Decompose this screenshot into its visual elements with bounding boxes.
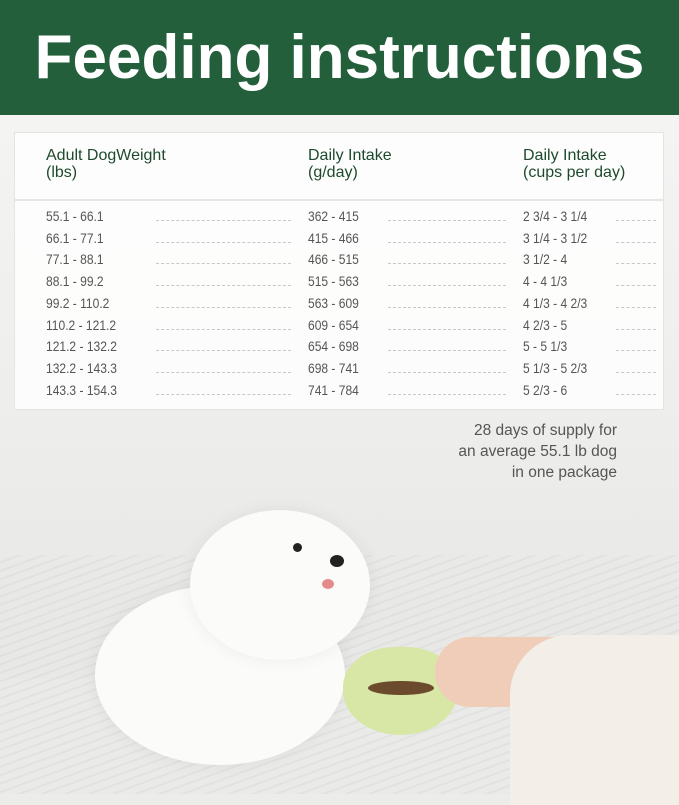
header-divider <box>15 199 663 201</box>
dog-nose <box>330 555 344 567</box>
dotted-leader <box>388 220 506 221</box>
supply-caption: 28 days of supply for an average 55.1 lb … <box>458 422 617 481</box>
table-row: 110.2 - 121.2 609 - 654 4 2/3 - 5 <box>15 317 663 339</box>
dotted-leader <box>156 263 291 265</box>
weight-cell: 99.2 - 110.2 <box>46 294 110 311</box>
dotted-leader <box>156 306 291 308</box>
dog-head <box>190 510 370 660</box>
grams-cell: 698 - 741 <box>308 359 359 376</box>
dotted-leader <box>156 350 291 352</box>
grams-cell: 466 - 515 <box>308 251 359 268</box>
dotted-leader <box>616 393 656 395</box>
grams-cell: 741 - 784 <box>308 381 359 398</box>
cups-cell: 4 2/3 - 5 <box>523 316 568 333</box>
dog-eye <box>293 543 302 552</box>
header-cups: Daily Intake (cups per day) <box>523 147 626 181</box>
feeding-table: Adult DogWeight (lbs) Daily Intake (g/day)… <box>14 132 664 410</box>
dotted-leader <box>616 371 656 373</box>
weight-cell: 77.1 - 88.1 <box>46 251 104 268</box>
dotted-leader <box>388 328 506 330</box>
weight-cell: 55.1 - 66.1 <box>46 208 104 224</box>
title-banner: Feeding instructions <box>0 0 679 115</box>
dotted-leader <box>616 220 656 221</box>
dotted-leader <box>388 306 506 308</box>
sleeve <box>510 635 679 805</box>
table-row: 143.3 - 154.3 741 - 784 5 2/3 - 6 <box>15 382 663 404</box>
cups-cell: 4 - 4 1/3 <box>523 273 568 290</box>
weight-cell: 121.2 - 132.2 <box>46 338 117 355</box>
cups-cell: 2 3/4 - 3 1/4 <box>523 208 588 224</box>
grams-cell: 515 - 563 <box>308 273 359 290</box>
grams-cell: 362 - 415 <box>308 208 359 224</box>
dotted-leader <box>156 328 291 330</box>
dotted-leader <box>388 350 506 352</box>
dotted-leader <box>616 328 656 330</box>
weight-cell: 143.3 - 154.3 <box>46 381 117 398</box>
dotted-leader <box>156 371 291 373</box>
dotted-leader <box>616 241 656 243</box>
dog-tongue <box>322 579 334 589</box>
dotted-leader <box>156 393 291 395</box>
weight-cell: 132.2 - 143.3 <box>46 359 117 376</box>
dotted-leader <box>388 241 506 243</box>
cups-cell: 5 2/3 - 6 <box>523 381 568 398</box>
dotted-leader <box>388 263 506 265</box>
table-row: 66.1 - 77.1 415 - 466 3 1/4 - 3 1/2 <box>15 230 663 252</box>
dotted-leader <box>156 220 291 221</box>
grams-cell: 415 - 466 <box>308 229 359 246</box>
table-row: 77.1 - 88.1 466 - 515 3 1/2 - 4 <box>15 251 663 273</box>
grams-cell: 563 - 609 <box>308 294 359 311</box>
dotted-leader <box>616 306 656 308</box>
table-row: 55.1 - 66.1 362 - 415 2 3/4 - 3 1/4 <box>15 208 663 230</box>
table-row: 121.2 - 132.2 654 - 698 5 - 5 1/3 <box>15 338 663 360</box>
dotted-leader <box>388 393 506 395</box>
dotted-leader <box>388 371 506 373</box>
cups-cell: 3 1/4 - 3 1/2 <box>523 229 588 246</box>
cups-cell: 3 1/2 - 4 <box>523 251 568 268</box>
dotted-leader <box>616 285 656 287</box>
cups-cell: 4 1/3 - 4 2/3 <box>523 294 588 311</box>
kibble <box>368 681 434 695</box>
cups-cell: 5 1/3 - 5 2/3 <box>523 359 588 376</box>
table-row: 99.2 - 110.2 563 - 609 4 1/3 - 4 2/3 <box>15 295 663 317</box>
dotted-leader <box>616 263 656 265</box>
cups-cell: 5 - 5 1/3 <box>523 338 568 355</box>
weight-cell: 88.1 - 99.2 <box>46 273 104 290</box>
grams-cell: 654 - 698 <box>308 338 359 355</box>
dotted-leader <box>156 241 291 243</box>
header-grams: Daily Intake (g/day) <box>308 147 392 181</box>
header-weight: Adult DogWeight (lbs) <box>46 147 166 181</box>
table-row: 88.1 - 99.2 515 - 563 4 - 4 1/3 <box>15 273 663 295</box>
dotted-leader <box>616 350 656 352</box>
dotted-leader <box>388 285 506 287</box>
dotted-leader <box>156 285 291 287</box>
table-row: 132.2 - 143.3 698 - 741 5 1/3 - 5 2/3 <box>15 360 663 382</box>
page-title: Feeding instructions <box>34 23 645 92</box>
weight-cell: 110.2 - 121.2 <box>46 316 117 333</box>
weight-cell: 66.1 - 77.1 <box>46 229 104 246</box>
grams-cell: 609 - 654 <box>308 316 359 333</box>
